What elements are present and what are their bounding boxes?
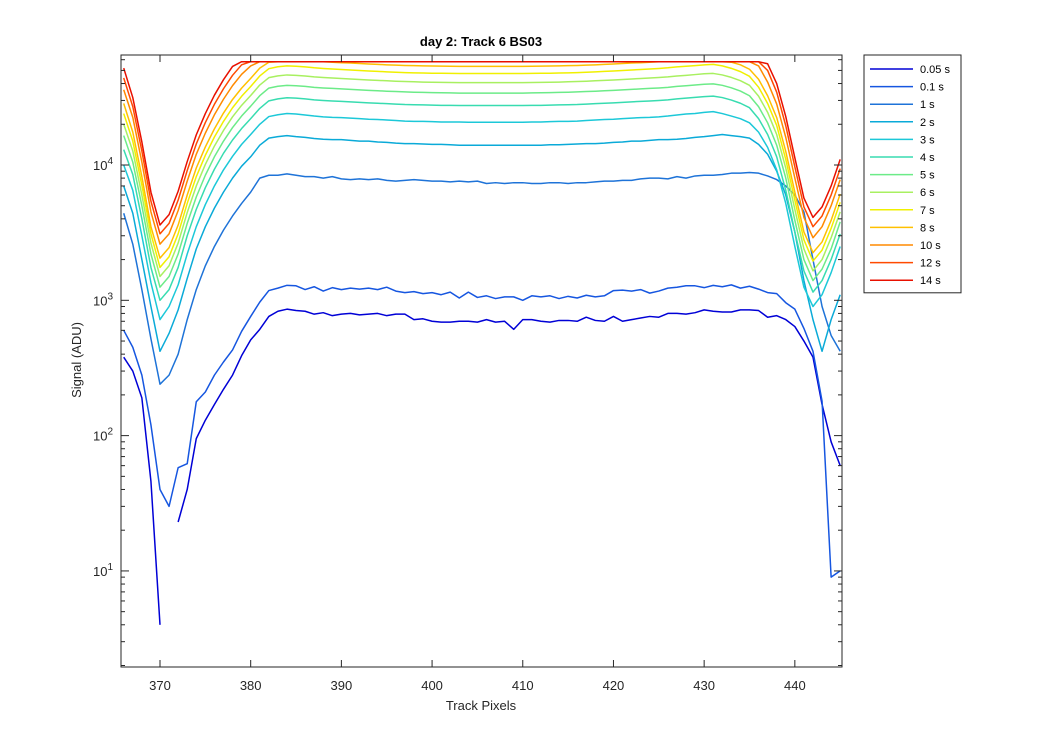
x-tick-label: 420	[603, 678, 625, 693]
series-line-0-05-s	[123, 308, 841, 625]
legend-label: 1 s	[920, 99, 935, 111]
legend-label: 4 s	[920, 152, 935, 164]
y-tick-label: 103	[93, 291, 113, 308]
x-axis-ticks: 370 380 390 400 410 420 430 440	[149, 55, 806, 693]
series-line-1-s	[123, 171, 841, 385]
series-line-7-s	[123, 63, 841, 269]
legend-label: 2 s	[920, 117, 935, 129]
y-axis-ticks: 101 102 103 104	[93, 59, 842, 667]
chart-title: day 2: Track 6 BS03	[420, 34, 542, 49]
legend-label: 12 s	[920, 258, 941, 270]
y-tick-label: 101	[93, 562, 113, 579]
legend-label: 6 s	[920, 187, 935, 199]
series-line-0-1-s	[123, 284, 841, 578]
legend-label: 10 s	[920, 240, 941, 252]
y-tick-label: 104	[93, 156, 113, 173]
x-tick-label: 410	[512, 678, 534, 693]
legend-label: 8 s	[920, 222, 935, 234]
legend-label: 14 s	[920, 275, 941, 287]
series-line-14-s	[123, 60, 841, 226]
x-tick-label: 400	[421, 678, 443, 693]
legend-label: 7 s	[920, 205, 935, 217]
plot-area: 370 380 390 400 410 420 430 440 101 102 103 104	[93, 54, 843, 693]
legend-label: 0.05 s	[920, 64, 950, 76]
series-line-2-s	[123, 133, 841, 353]
series-line-5-s	[123, 83, 841, 288]
series-group	[123, 60, 841, 625]
legend-label: 0.1 s	[920, 82, 944, 94]
x-tick-label: 380	[240, 678, 262, 693]
x-tick-label: 440	[784, 678, 806, 693]
y-tick-label: 102	[93, 427, 113, 444]
axes-background	[121, 55, 842, 667]
legend[interactable]: 0.05 s 0.1 s 1 s 2 s 3 s 4 s 5 s 6 s 7 s 8 s 10 s 1…	[863, 54, 962, 294]
legend-label: 5 s	[920, 170, 935, 182]
x-tick-label: 430	[693, 678, 715, 693]
x-tick-label: 390	[331, 678, 353, 693]
series-line-6-s	[123, 72, 841, 278]
axes-frame	[120, 54, 843, 668]
x-axis-label: Track Pixels	[446, 698, 517, 713]
x-tick-label: 370	[149, 678, 171, 693]
legend-label: 3 s	[920, 134, 935, 146]
series-line-3-s	[123, 110, 841, 321]
legend-entries: 0.05 s 0.1 s 1 s 2 s 3 s 4 s 5 s 6 s 7 s 8 s 10 s 1…	[870, 64, 950, 287]
series-line-4-s	[123, 95, 841, 302]
y-axis-label: Signal (ADU)	[69, 322, 84, 398]
